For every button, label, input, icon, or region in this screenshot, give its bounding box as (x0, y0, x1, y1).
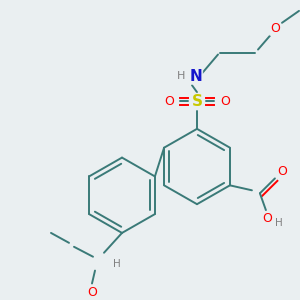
Text: H: H (275, 218, 283, 228)
Text: O: O (87, 286, 97, 299)
Text: S: S (191, 94, 203, 109)
Text: O: O (270, 22, 280, 35)
Text: H: H (113, 259, 121, 269)
Text: O: O (262, 212, 272, 225)
Text: N: N (190, 69, 202, 84)
Text: O: O (164, 94, 174, 108)
Text: O: O (220, 94, 230, 108)
Text: O: O (277, 165, 287, 178)
Text: H: H (177, 71, 185, 81)
